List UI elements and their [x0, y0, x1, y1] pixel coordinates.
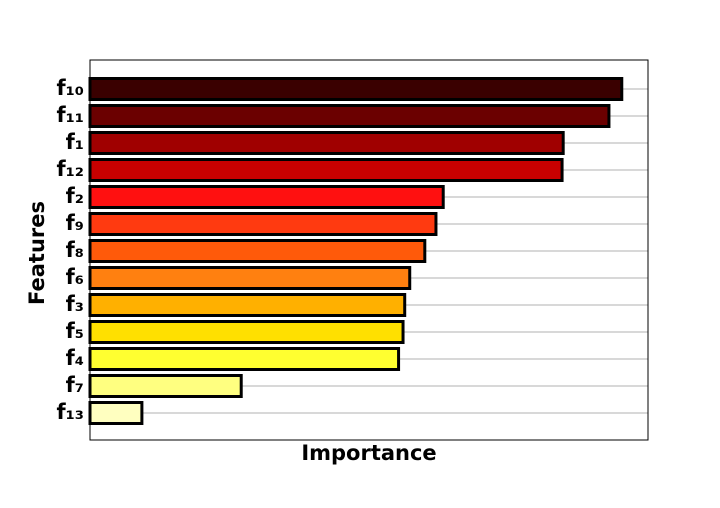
bar	[88, 293, 407, 317]
y-tick-label: f₁	[66, 130, 84, 154]
bar	[88, 77, 624, 101]
y-tick-label: f₅	[66, 319, 84, 343]
y-tick-label: f₃	[66, 292, 84, 316]
bar	[88, 320, 405, 344]
bar	[88, 347, 401, 371]
bar	[88, 374, 243, 398]
bar	[88, 185, 445, 209]
y-tick-label: f₆	[66, 265, 84, 289]
y-tick-label: f₄	[66, 346, 84, 370]
y-tick-label: f₁₁	[56, 103, 84, 127]
y-tick-label: f₁₃	[56, 400, 84, 424]
bar	[88, 104, 611, 128]
y-tick-label: f₁₀	[56, 76, 84, 100]
plot-frame	[89, 59, 649, 441]
x-axis-label: Importance	[301, 441, 436, 465]
y-axis-label: Features	[25, 201, 49, 305]
y-tick-label: f₁₂	[56, 157, 84, 181]
bar	[88, 131, 565, 155]
bar	[88, 401, 144, 425]
bar	[88, 158, 564, 182]
y-tick-label: f₇	[66, 373, 84, 397]
bar	[88, 239, 427, 263]
y-tick-label: f₈	[66, 238, 84, 262]
bar	[88, 266, 412, 290]
y-tick-label: f₂	[66, 184, 84, 208]
y-tick-label: f₉	[66, 211, 84, 235]
bar	[88, 212, 438, 236]
